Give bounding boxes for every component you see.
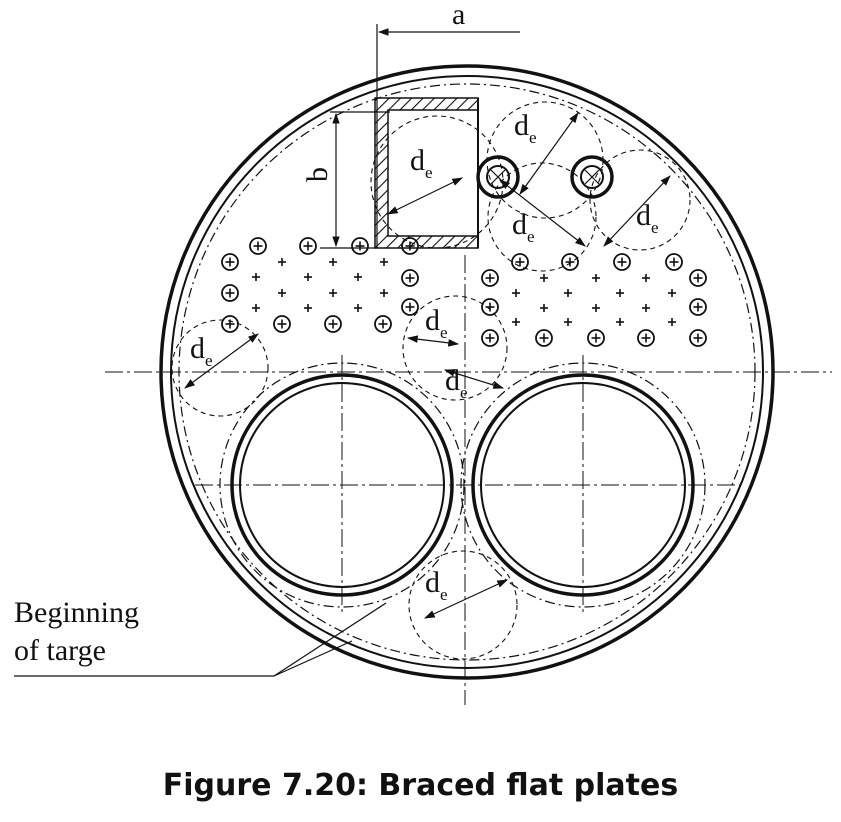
- targe-label-line1: Beginning: [14, 596, 139, 629]
- stay-bar-cross: [592, 304, 600, 312]
- stay-bar-circled: [221, 315, 239, 333]
- svg-text:de: de: [636, 199, 659, 237]
- stay-bar-circled: [535, 329, 553, 347]
- stay-bars: [221, 237, 707, 347]
- stay-bar-circled: [689, 329, 707, 347]
- stay-bar-circled: [249, 237, 267, 255]
- de-label-7-d: d: [445, 364, 460, 397]
- de-arrows: [184, 112, 671, 619]
- stay-bar-circled: [299, 237, 317, 255]
- de-label-5-d: d: [190, 332, 205, 365]
- stay-bar-cross: [304, 273, 312, 281]
- stay-bar-cross: [512, 318, 520, 326]
- stay-bar-circled: [689, 298, 707, 316]
- svg-text:de: de: [425, 566, 448, 604]
- stay-bar-circled: [587, 329, 605, 347]
- stay-bar-circled: [613, 253, 631, 271]
- stay-bar-circled: [351, 237, 369, 255]
- dimension-b: [320, 111, 390, 249]
- de-labels: de de de de de de de de: [190, 109, 659, 604]
- label-a: a: [452, 0, 465, 31]
- stay-bar-cross: [278, 258, 286, 266]
- stay-bar-cross: [540, 274, 548, 282]
- targe-label-line2: of targe: [14, 634, 106, 667]
- stay-bar-circled: [374, 315, 392, 333]
- stay-bar-circled: [665, 253, 683, 271]
- left-furnace-tube: [219, 362, 465, 608]
- center-lines: [105, 255, 832, 705]
- stay-bar-cross: [642, 304, 650, 312]
- de-label-8-d: d: [425, 566, 440, 599]
- de-label-7-e: e: [460, 383, 468, 402]
- stay-bar-cross: [668, 318, 676, 326]
- right-furnace-tube: [460, 362, 706, 608]
- stay-bar-circled: [221, 284, 239, 302]
- svg-text:de: de: [514, 109, 537, 147]
- svg-text:de: de: [425, 304, 448, 342]
- stay-bar-cross: [380, 289, 388, 297]
- stay-bar-cross: [329, 258, 337, 266]
- de-label-2-e: e: [529, 128, 537, 147]
- stay-bar-cross: [278, 289, 286, 297]
- figure-caption: Figure 7.20: Braced flat plates: [162, 768, 679, 803]
- stay-bar-cross: [642, 274, 650, 282]
- braced-flat-plate-diagram: a b de de de de de de de de Beginning of…: [14, 0, 832, 705]
- stay-bar-circled: [511, 253, 529, 271]
- label-b: b: [301, 167, 334, 182]
- de-label-5-e: e: [205, 351, 213, 370]
- stay-bar-cross: [668, 289, 676, 297]
- stay-bar-circled: [273, 315, 291, 333]
- de-label-3-d: d: [512, 208, 527, 241]
- de-label-3-e: e: [527, 227, 535, 246]
- de-label-8-e: e: [440, 585, 448, 604]
- svg-text:de: de: [512, 208, 535, 246]
- stay-bar-circled: [401, 298, 419, 316]
- stay-bar-circled: [401, 237, 419, 255]
- de-label-2-d: d: [514, 109, 529, 142]
- stay-bar-cross: [329, 289, 337, 297]
- stay-bar-cross: [354, 304, 362, 312]
- stay-bar-circled: [221, 253, 239, 271]
- stay-bar-cross: [540, 304, 548, 312]
- stay-bar-circled: [689, 269, 707, 287]
- de-label-1-e: e: [425, 163, 433, 182]
- stay-bar-circled: [481, 269, 499, 287]
- de-label-4-e: e: [651, 218, 659, 237]
- stay-bar-cross: [354, 273, 362, 281]
- stay-bar-circled: [481, 298, 499, 316]
- stay-bar-cross: [616, 318, 624, 326]
- targe-leader-lines: [14, 602, 387, 677]
- stay-bar-circled: [324, 315, 342, 333]
- svg-text:de: de: [190, 332, 213, 370]
- stay-bar-circled: [561, 253, 579, 271]
- stay-bar-circled: [481, 329, 499, 347]
- stay-bar-circled: [401, 269, 419, 287]
- de-label-4-d: d: [636, 199, 651, 232]
- stay-bar-cross: [512, 289, 520, 297]
- stay-bar-cross: [592, 274, 600, 282]
- stay-tube-left: [476, 155, 520, 199]
- stay-bar-cross: [252, 273, 260, 281]
- de-label-6-e: e: [440, 323, 448, 342]
- stay-bar-cross: [564, 289, 572, 297]
- stay-bar-circled: [637, 329, 655, 347]
- stay-bar-cross: [616, 289, 624, 297]
- svg-text:de: de: [410, 144, 433, 182]
- dimension-a: [376, 24, 520, 248]
- svg-text:de: de: [445, 364, 468, 402]
- de-label-6-d: d: [425, 304, 440, 337]
- de-label-1-d: d: [410, 144, 425, 177]
- stay-bar-cross: [564, 318, 572, 326]
- stay-bar-cross: [380, 258, 388, 266]
- stay-bar-cross: [304, 304, 312, 312]
- stay-bar-cross: [252, 304, 260, 312]
